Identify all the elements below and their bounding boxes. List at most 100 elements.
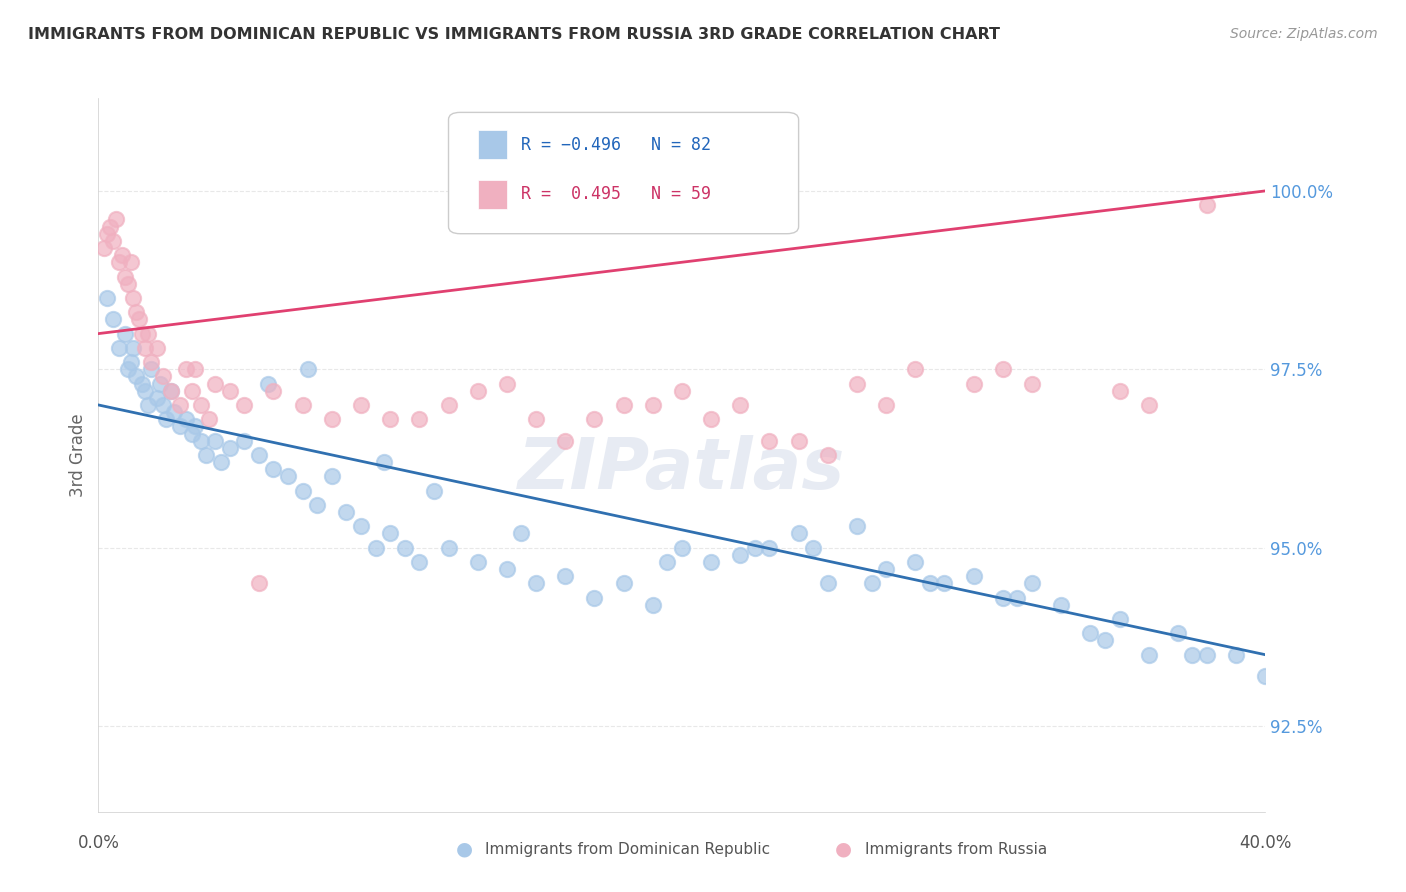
Point	[120, 355, 142, 369]
Point	[111, 248, 134, 262]
Point	[860, 576, 883, 591]
Point	[991, 591, 1014, 605]
Point	[394, 541, 416, 555]
FancyBboxPatch shape	[478, 180, 508, 209]
Point	[408, 555, 430, 569]
Text: R =  0.495   N = 59: R = 0.495 N = 59	[520, 186, 711, 203]
Point	[96, 227, 118, 241]
Point	[96, 291, 118, 305]
Point	[1195, 648, 1218, 662]
Point	[1021, 376, 1043, 391]
Point	[1137, 398, 1160, 412]
Point	[131, 326, 153, 341]
Point	[373, 455, 395, 469]
Point	[845, 519, 868, 533]
Point	[149, 376, 172, 391]
Point	[307, 498, 329, 512]
Point	[991, 362, 1014, 376]
Point	[122, 291, 145, 305]
Point	[875, 562, 897, 576]
Point	[817, 576, 839, 591]
Point	[180, 426, 202, 441]
Point	[134, 384, 156, 398]
Point	[1050, 598, 1073, 612]
Text: IMMIGRANTS FROM DOMINICAN REPUBLIC VS IMMIGRANTS FROM RUSSIA 3RD GRADE CORRELATI: IMMIGRANTS FROM DOMINICAN REPUBLIC VS IM…	[28, 27, 1000, 42]
Text: 40.0%: 40.0%	[1239, 834, 1292, 852]
Point	[1108, 384, 1130, 398]
Point	[495, 562, 517, 576]
Text: R = −0.496   N = 82: R = −0.496 N = 82	[520, 136, 711, 153]
Point	[1181, 648, 1204, 662]
Point	[233, 434, 256, 448]
Point	[190, 434, 212, 448]
Point	[437, 541, 460, 555]
Point	[671, 384, 693, 398]
Point	[117, 362, 139, 376]
Point	[190, 398, 212, 412]
Point	[962, 569, 984, 583]
Point	[180, 384, 202, 398]
Point	[125, 305, 148, 319]
Text: ●: ●	[835, 839, 852, 859]
Point	[554, 569, 576, 583]
Point	[730, 398, 752, 412]
Point	[139, 362, 162, 376]
Point	[101, 234, 124, 248]
Point	[801, 541, 824, 555]
Point	[918, 576, 941, 591]
Point	[641, 598, 664, 612]
FancyBboxPatch shape	[478, 130, 508, 159]
Point	[122, 341, 145, 355]
Point	[1254, 669, 1277, 683]
Point	[98, 219, 121, 234]
Point	[423, 483, 446, 498]
Point	[524, 576, 547, 591]
Point	[204, 434, 226, 448]
Point	[962, 376, 984, 391]
Point	[554, 434, 576, 448]
Point	[758, 434, 780, 448]
Point	[1167, 626, 1189, 640]
Point	[218, 441, 240, 455]
Y-axis label: 3rd Grade: 3rd Grade	[69, 413, 87, 497]
Point	[256, 376, 278, 391]
Point	[152, 398, 174, 412]
Point	[350, 519, 373, 533]
Point	[510, 526, 533, 541]
Point	[128, 312, 150, 326]
Point	[1225, 648, 1247, 662]
Point	[262, 384, 284, 398]
Point	[101, 312, 124, 326]
Text: 0.0%: 0.0%	[77, 834, 120, 852]
Point	[845, 376, 868, 391]
Point	[1094, 633, 1116, 648]
Point	[114, 326, 136, 341]
Point	[146, 341, 169, 355]
Point	[195, 448, 218, 462]
FancyBboxPatch shape	[449, 112, 799, 234]
Point	[125, 369, 148, 384]
Point	[247, 448, 270, 462]
Point	[875, 398, 897, 412]
Point	[233, 398, 256, 412]
Point	[378, 412, 402, 426]
Point	[117, 277, 139, 291]
Point	[1108, 612, 1130, 626]
Point	[174, 362, 197, 376]
Point	[169, 419, 191, 434]
Text: ZIPatlas: ZIPatlas	[519, 434, 845, 504]
Point	[198, 412, 221, 426]
Point	[183, 362, 205, 376]
Point	[612, 576, 634, 591]
Point	[262, 462, 284, 476]
Point	[174, 412, 197, 426]
Point	[700, 555, 723, 569]
Point	[204, 376, 226, 391]
Point	[160, 384, 183, 398]
Point	[321, 469, 343, 483]
Point	[152, 369, 174, 384]
Point	[247, 576, 270, 591]
Point	[104, 212, 127, 227]
Point	[730, 548, 752, 562]
Point	[108, 255, 131, 269]
